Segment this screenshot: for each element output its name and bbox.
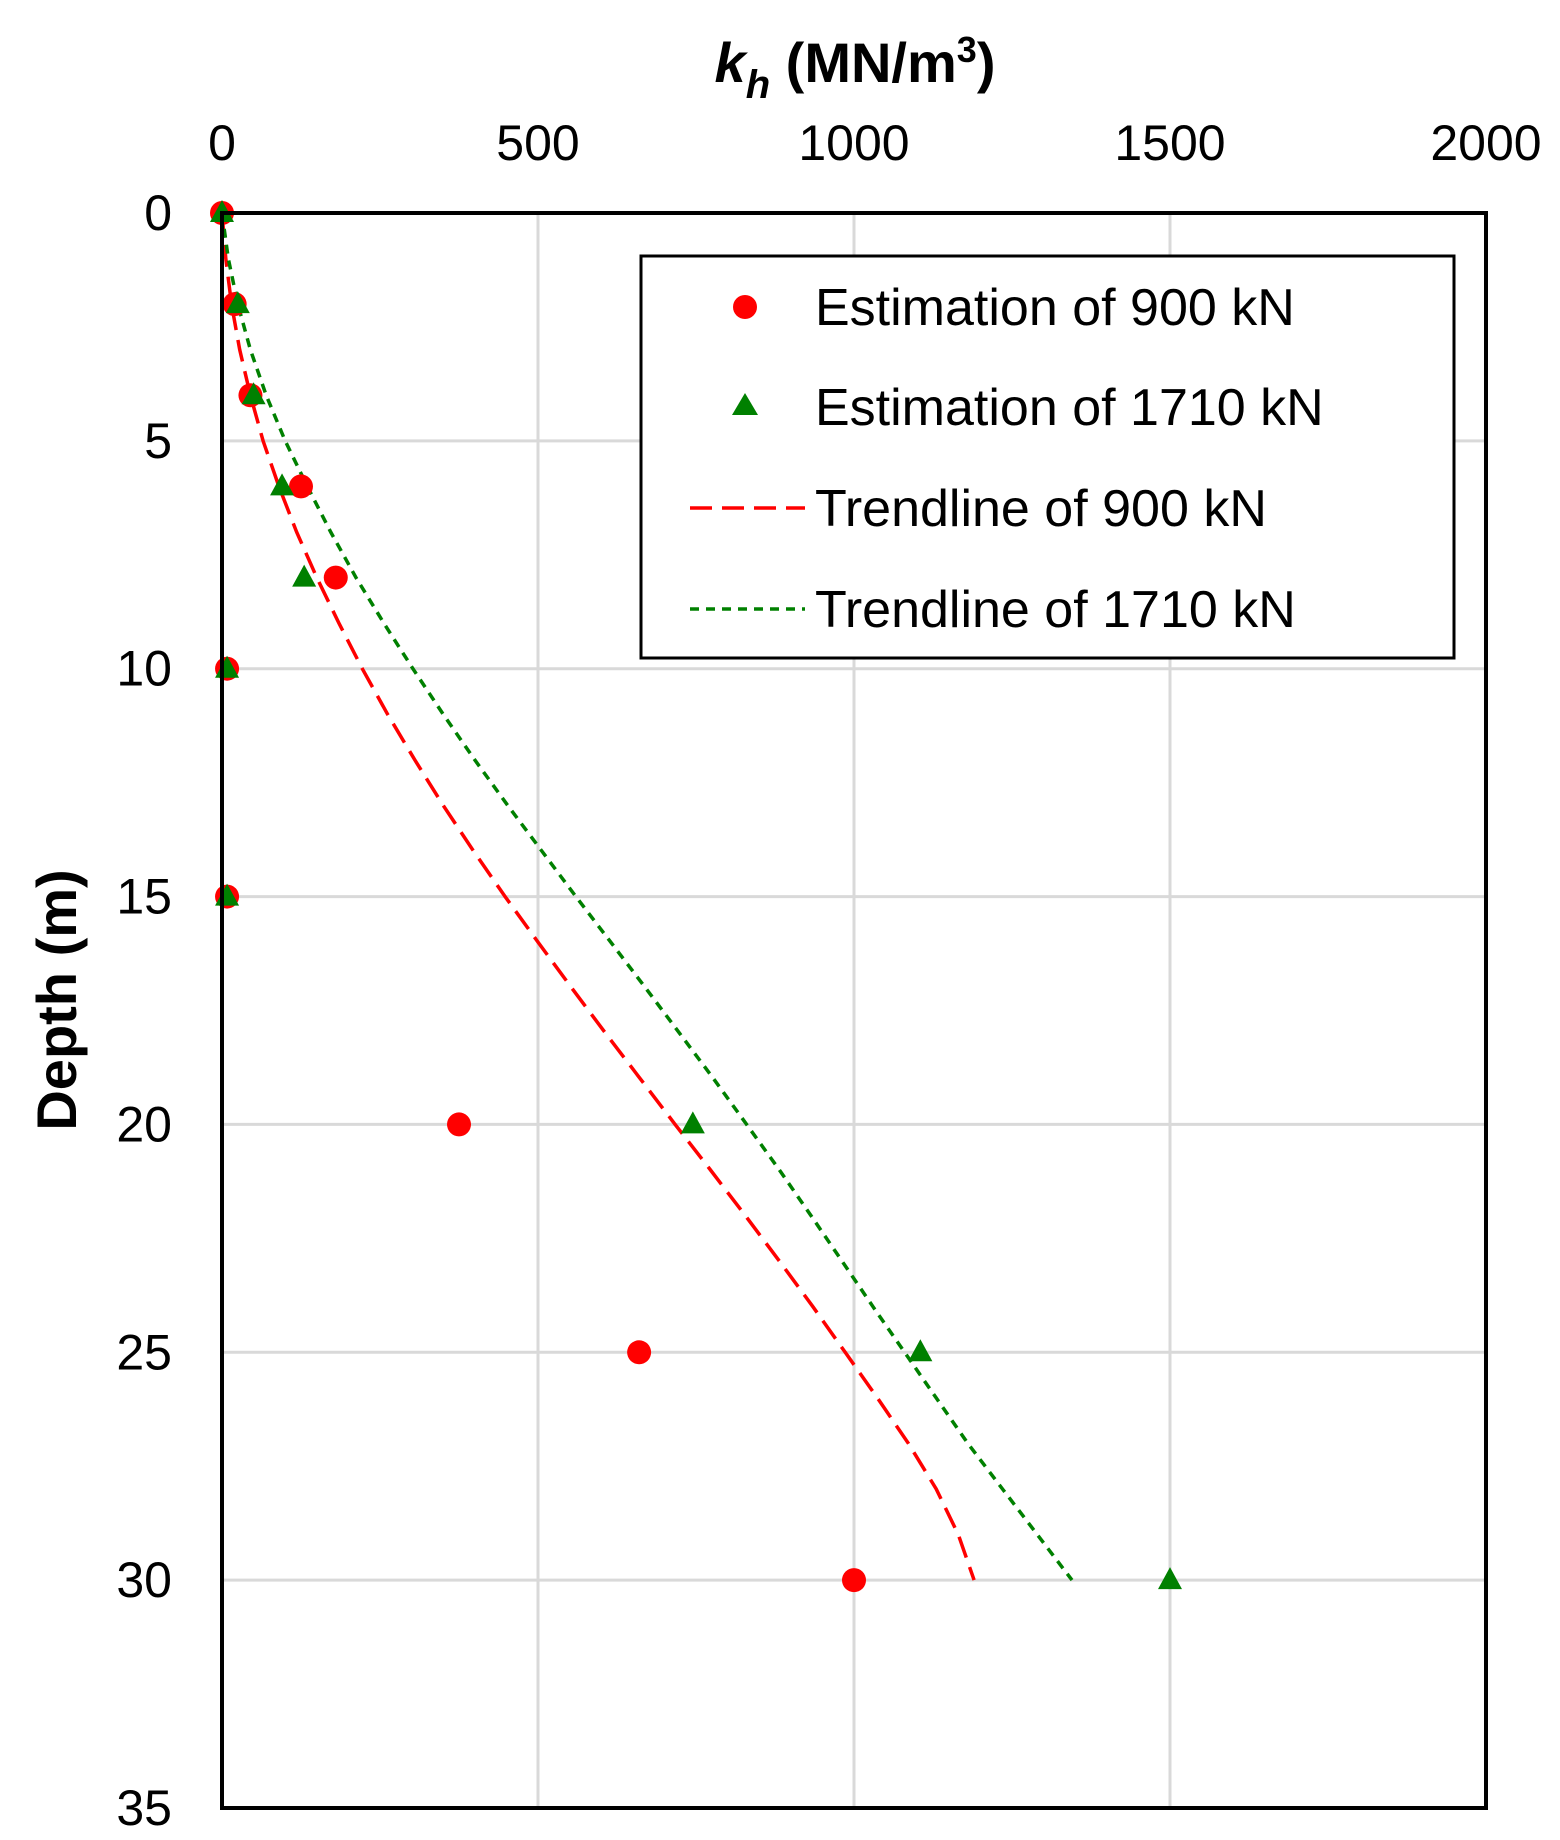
legend-marker-circle xyxy=(733,295,757,319)
x-axis-title-sub: h xyxy=(746,63,770,107)
y-tick-label: 10 xyxy=(116,641,172,697)
y-tick-label: 5 xyxy=(144,413,172,469)
x-axis-title-var: k xyxy=(715,31,749,94)
marker-triangle xyxy=(270,473,295,496)
data-markers xyxy=(210,200,1182,1593)
y-tick-label: 15 xyxy=(116,869,172,925)
x-tick-label: 1500 xyxy=(1114,115,1225,171)
y-tick-label: 25 xyxy=(116,1324,172,1380)
x-tick-label: 0 xyxy=(208,115,236,171)
legend-label-est-1710: Estimation of 1710 kN xyxy=(815,379,1324,437)
legend-label-trend-900: Trendline of 900 kN xyxy=(815,480,1267,538)
marker-triangle xyxy=(908,1339,933,1362)
x-axis-title: kh (MN/m3) xyxy=(715,29,996,107)
marker-triangle xyxy=(1158,1567,1182,1590)
legend-marker-triangle xyxy=(732,393,758,415)
marker-circle xyxy=(447,1112,471,1137)
marker-circle xyxy=(627,1340,652,1365)
legend-label-trend-1710: Trendline of 1710 kN xyxy=(815,581,1296,639)
legend: Estimation of 900 kN Estimation of 1710 … xyxy=(639,254,1456,660)
y-tick-labels: 0 5 10 15 20 25 30 35 xyxy=(116,185,172,1836)
x-axis-title-sup: 3 xyxy=(957,29,977,70)
legend-label-est-900: Estimation of 900 kN xyxy=(815,279,1295,337)
legend-box xyxy=(639,254,1456,660)
marker-triangle xyxy=(292,564,317,587)
y-tick-label: 20 xyxy=(116,1096,172,1152)
y-axis-title: Depth (m) xyxy=(25,869,88,1130)
marker-circle xyxy=(323,565,348,590)
y-tick-label: 0 xyxy=(144,185,172,241)
marker-triangle xyxy=(225,291,250,314)
trendlines xyxy=(220,212,1074,1582)
marker-triangle xyxy=(680,1111,705,1134)
x-tick-label: 2000 xyxy=(1430,115,1541,171)
y-tick-label: 30 xyxy=(116,1552,172,1608)
x-tick-label: 500 xyxy=(496,115,579,171)
marker-circle xyxy=(842,1568,866,1593)
x-axis-title-unit: (MN/m xyxy=(770,31,957,94)
x-tick-labels: 0 500 1000 1500 2000 xyxy=(208,115,1542,171)
marker-triangle xyxy=(241,382,266,405)
trendline xyxy=(220,212,976,1581)
x-axis-title-close: ) xyxy=(977,31,996,94)
marker-circle xyxy=(289,474,313,499)
x-tick-label: 1000 xyxy=(798,115,909,171)
y-tick-label: 35 xyxy=(116,1780,172,1836)
plot-frame xyxy=(220,211,1488,1810)
